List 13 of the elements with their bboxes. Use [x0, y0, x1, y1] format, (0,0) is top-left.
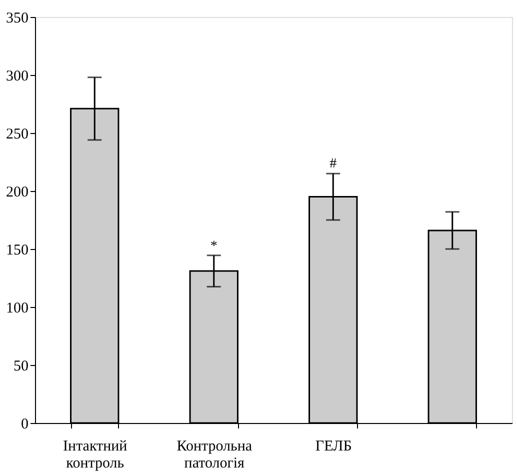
annotation: # [330, 156, 337, 172]
x-tick-label: Контрольна патологія [176, 438, 252, 472]
y-tick-label: 50 [14, 358, 28, 374]
x-tick-label: ГЕЛБ [315, 438, 352, 454]
y-tick-label: 250 [6, 126, 28, 142]
y-tick-label: 200 [6, 184, 28, 200]
x-tick-label: Інтактний контроль [63, 438, 128, 472]
y-tick-label: 100 [6, 300, 28, 316]
y-tick-label: 0 [21, 416, 28, 432]
annotation: * [210, 238, 218, 254]
y-tick-label: 350 [6, 10, 28, 26]
y-tick-label: 300 [6, 68, 28, 84]
y-tick-label: 150 [6, 242, 28, 258]
